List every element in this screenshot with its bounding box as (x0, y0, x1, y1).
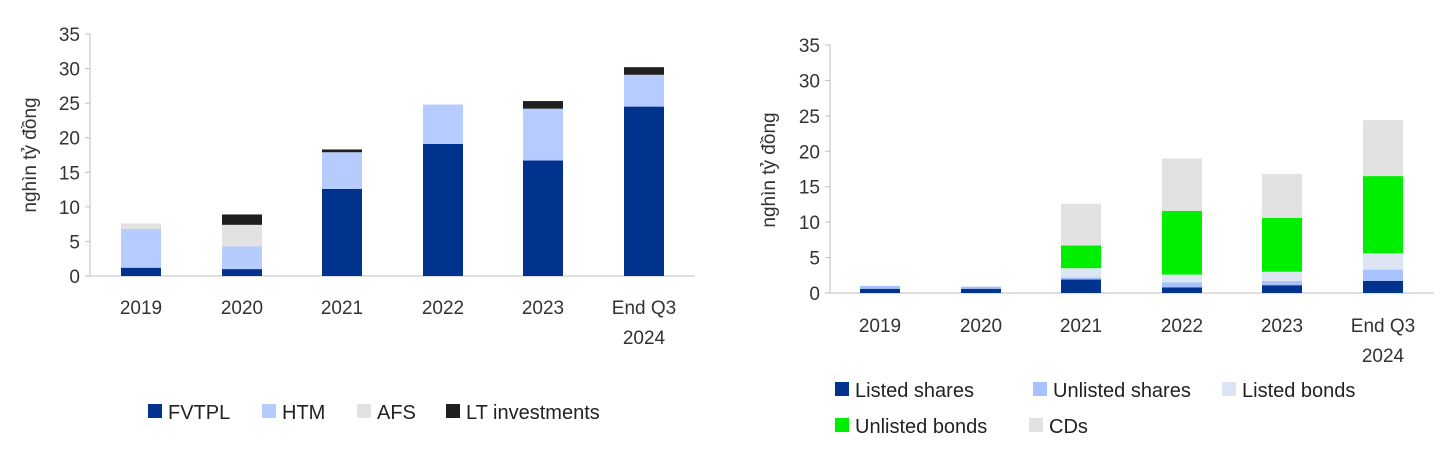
bar-segment (1363, 253, 1403, 270)
bar-segment (322, 149, 362, 153)
x-tick-label: End Q3 (1351, 316, 1415, 337)
legend-swatch (835, 418, 849, 432)
y-tick-label: 15 (59, 163, 80, 184)
y-tick-label: 10 (59, 198, 80, 219)
chart-2: 0 5 10 15 20 25 30 35 nghìn tỷ đồng 2019 2020 2021 2… (759, 36, 1434, 438)
y-tick-label: 35 (799, 36, 820, 57)
legend-swatch (1029, 418, 1043, 432)
bar-segment (121, 267, 161, 276)
bar-segment (1162, 210, 1202, 275)
bar-segment (322, 188, 362, 276)
x-tick-label: 2023 (522, 298, 564, 319)
legend-swatch (357, 404, 371, 418)
legend-label: FVTPL (168, 402, 230, 424)
bar-segment (423, 104, 463, 144)
bar-segment (222, 214, 262, 225)
bar-segment (1262, 217, 1302, 272)
x-tick-label: 2020 (960, 316, 1002, 337)
legend-swatch (262, 404, 276, 418)
x-tick-label: End Q3 (612, 298, 676, 319)
x-tick-label: 2019 (120, 298, 162, 319)
bar-segment (1162, 287, 1202, 293)
x-tick-label: 2020 (221, 298, 263, 319)
bar-segment (1162, 282, 1202, 288)
y-tick-label: 20 (59, 129, 80, 150)
y-axis-title: nghìn tỷ đồng (759, 112, 780, 227)
legend-label: LT investments (466, 402, 600, 424)
y-tick-label: 25 (799, 107, 820, 128)
bar-segment (322, 152, 362, 189)
legend-label: Listed bonds (1242, 380, 1355, 402)
legend-swatch (835, 382, 849, 396)
x-tick-label: 2021 (1060, 316, 1102, 337)
bar-segment (1363, 269, 1403, 281)
bar-segment (1061, 268, 1101, 278)
bar-segment (860, 288, 900, 293)
legend-swatch (446, 404, 460, 418)
legend-label: Listed shares (855, 380, 974, 402)
x-tick-label: 2022 (1161, 316, 1203, 337)
bar-segment (961, 288, 1001, 293)
bar-segment (860, 285, 900, 289)
bar-segment (1162, 158, 1202, 211)
y-tick-label: 30 (799, 71, 820, 92)
y-tick-label: 0 (69, 267, 80, 288)
bar-segment (423, 143, 463, 276)
bar-segment (222, 269, 262, 276)
legend: Listed shares Unlisted shares Listed bonds… (835, 380, 1355, 438)
y-tick-label: 5 (809, 249, 820, 270)
y-tick-label: 25 (59, 94, 80, 115)
bar-segment (1162, 274, 1202, 283)
bar-segment (1061, 203, 1101, 246)
y-tick-label: 20 (799, 142, 820, 163)
legend-label: CDs (1049, 416, 1088, 438)
bar-segment (1061, 279, 1101, 293)
x-tick-label: 2019 (859, 316, 901, 337)
y-tick-label: 0 (809, 284, 820, 305)
legend-label: Unlisted shares (1053, 380, 1191, 402)
legend-swatch (148, 404, 162, 418)
bar-segment (624, 106, 664, 276)
bar-segment (624, 67, 664, 75)
legend-label: AFS (377, 402, 416, 424)
bar-segment (523, 108, 563, 161)
legend-label: Unlisted bonds (855, 416, 987, 438)
y-tick-label: 5 (69, 232, 80, 253)
bar-segment (1262, 173, 1302, 218)
bar-segment (1061, 277, 1101, 280)
x-tick-label: 2022 (422, 298, 464, 319)
legend: FVTPL HTM AFS LT investments (148, 402, 600, 424)
bar-segment (1363, 120, 1403, 177)
x-tick-label: 2024 (1362, 346, 1405, 367)
bar-segment (222, 246, 262, 270)
y-tick-label: 30 (59, 60, 80, 81)
y-tick-label: 10 (799, 213, 820, 234)
bar-segment (624, 74, 664, 107)
bar-segment (1262, 280, 1302, 286)
bar-segment (121, 228, 161, 268)
bar-segment (121, 223, 161, 229)
bar-segment (222, 224, 262, 247)
y-tick-label: 35 (59, 25, 80, 46)
y-tick-label: 15 (799, 178, 820, 199)
x-tick-label: 2021 (321, 298, 363, 319)
bar-segment (1061, 245, 1101, 269)
bar-segment (1363, 176, 1403, 254)
bar-segment (1363, 280, 1403, 293)
x-tick-label: 2024 (623, 328, 666, 349)
bar-segment (523, 160, 563, 276)
legend-swatch (1222, 382, 1236, 396)
legend-swatch (1033, 382, 1047, 396)
chart-1: 0 5 10 15 20 25 30 35 nghìn tỷ đồng 2019 2020 2021 2… (20, 25, 695, 424)
legend-label: HTM (282, 402, 325, 424)
y-axis-title: nghìn tỷ đồng (20, 97, 41, 212)
x-tick-label: 2023 (1261, 316, 1303, 337)
bar-segment (1262, 271, 1302, 281)
bar-segment (1262, 285, 1302, 293)
bar-segment (523, 101, 563, 109)
bar-segment (961, 286, 1001, 289)
